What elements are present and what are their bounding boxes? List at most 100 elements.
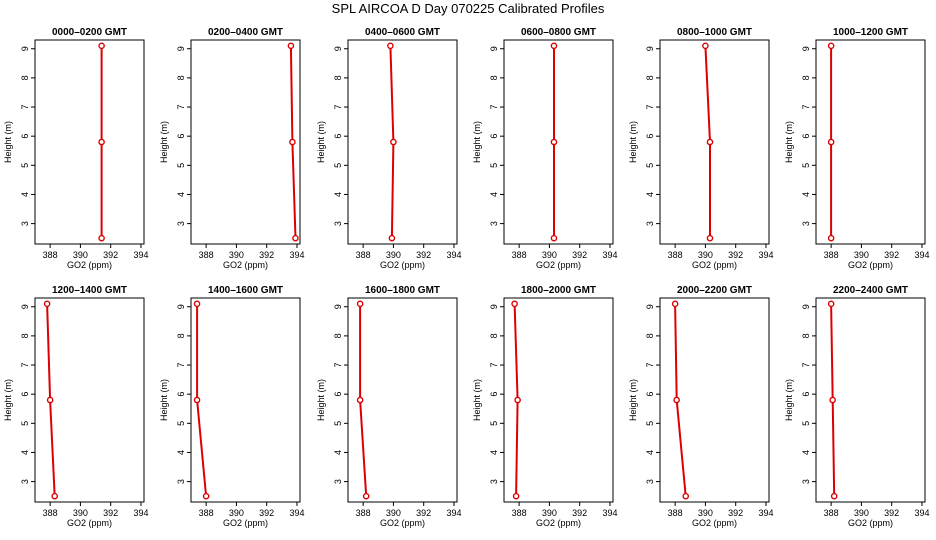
x-tick-label: 392: [728, 508, 743, 518]
y-tick-label: 3: [489, 479, 499, 484]
y-tick-label: 8: [176, 333, 186, 338]
y-axis-label: Height (m): [3, 121, 13, 163]
y-axis-label: Height (m): [628, 379, 638, 421]
y-tick-label: 3: [801, 479, 811, 484]
y-tick-label: 9: [176, 304, 186, 309]
y-tick-label: 9: [645, 46, 655, 51]
y-tick-label: 7: [20, 105, 30, 110]
y-tick-label: 4: [176, 192, 186, 197]
data-point: [550, 42, 558, 50]
data-point: [827, 42, 835, 50]
panel-8: 1600–1800 GMT 388 390 392 394 3 4 5 6 7 8 9 GO2 (ppm…: [316, 285, 461, 528]
x-axis-label: GO2 (ppm): [536, 518, 581, 528]
y-tick-label: 3: [333, 479, 343, 484]
x-tick-label: 388: [199, 508, 214, 518]
plot-frame: [815, 39, 926, 245]
x-tick-label: 388: [668, 508, 683, 518]
panel-0: 0000–0200 GMT 388 390 392 394 3 4 5 6 7 8 9 GO2 (ppm…: [3, 27, 148, 270]
y-tick-label: 5: [801, 421, 811, 426]
y-tick-label: 7: [801, 105, 811, 110]
y-tick-label: 8: [489, 75, 499, 80]
data-point: [673, 396, 680, 404]
panel-6: 1200–1400 GMT 388 390 392 394 3 4 5 6 7 8 9 GO2 (ppm…: [3, 285, 148, 528]
y-tick-label: 8: [645, 75, 655, 80]
y-tick-label: 3: [20, 479, 30, 484]
y-axis-label: Height (m): [316, 379, 326, 421]
data-point: [356, 300, 364, 308]
x-tick-label: 394: [133, 250, 148, 260]
x-tick-label: 390: [854, 508, 869, 518]
data-point: [706, 234, 714, 242]
y-tick-label: 5: [176, 421, 186, 426]
x-tick-label: 390: [73, 250, 88, 260]
y-tick-label: 8: [20, 75, 30, 80]
data-point: [550, 138, 558, 146]
data-point: [43, 300, 51, 308]
y-tick-label: 6: [176, 392, 186, 397]
y-tick-label: 5: [333, 421, 343, 426]
plot-frame: [659, 39, 770, 245]
panel-title: 1000–1200 GMT: [833, 27, 908, 38]
plot-frame: [503, 39, 614, 245]
y-axis-label: Height (m): [784, 121, 794, 163]
y-tick-label: 9: [801, 304, 811, 309]
y-tick-label: 7: [645, 363, 655, 368]
y-tick-label: 8: [333, 75, 343, 80]
x-axis-label: GO2 (ppm): [692, 518, 737, 528]
y-tick-label: 3: [489, 221, 499, 226]
y-tick-label: 9: [489, 304, 499, 309]
x-axis-label: GO2 (ppm): [692, 260, 737, 270]
data-point: [830, 492, 838, 500]
panel-title: 2000–2200 GMT: [677, 285, 752, 296]
panel-title: 1600–1800 GMT: [365, 285, 440, 296]
x-tick-label: 390: [854, 250, 869, 260]
x-tick-label: 392: [259, 508, 274, 518]
y-tick-label: 5: [20, 163, 30, 168]
panel-title: 1800–2000 GMT: [521, 285, 596, 296]
panel-2: 0400–0600 GMT 388 390 392 394 3 4 5 6 7 8 9 GO2 (ppm…: [316, 27, 461, 270]
y-tick-label: 5: [489, 163, 499, 168]
data-point: [98, 138, 105, 146]
y-tick-label: 7: [333, 363, 343, 368]
x-tick-label: 390: [542, 508, 557, 518]
x-axis-label: GO2 (ppm): [223, 518, 268, 528]
figure-title: SPL AIRCOA D Day 070225 Calibrated Profi…: [332, 1, 605, 16]
y-tick-label: 4: [489, 192, 499, 197]
x-tick-label: 388: [43, 250, 58, 260]
y-tick-label: 7: [20, 363, 30, 368]
y-axis-label: Height (m): [159, 379, 169, 421]
plot-frame: [190, 39, 301, 245]
y-tick-label: 8: [645, 333, 655, 338]
x-tick-label: 394: [602, 508, 617, 518]
y-tick-label: 4: [489, 450, 499, 455]
panel-4: 0800–1000 GMT 388 390 392 394 3 4 5 6 7 8 9 GO2 (ppm…: [628, 27, 773, 270]
plot-frame: [347, 297, 458, 503]
y-tick-label: 9: [801, 46, 811, 51]
x-tick-label: 390: [698, 250, 713, 260]
panel-title: 1400–1600 GMT: [208, 285, 283, 296]
x-axis-label: GO2 (ppm): [380, 518, 425, 528]
data-point: [289, 138, 296, 146]
data-point: [193, 300, 201, 308]
data-point: [390, 138, 397, 146]
y-tick-label: 6: [333, 134, 343, 139]
x-tick-label: 392: [416, 250, 431, 260]
y-tick-label: 4: [645, 450, 655, 455]
y-tick-label: 5: [645, 163, 655, 168]
y-tick-label: 8: [489, 333, 499, 338]
plot-frame: [815, 297, 926, 503]
panel-3: 0600–0800 GMT 388 390 392 394 3 4 5 6 7 8 9 GO2 (ppm…: [472, 27, 617, 270]
y-tick-label: 4: [645, 192, 655, 197]
x-tick-label: 392: [884, 250, 899, 260]
panel-title: 0800–1000 GMT: [677, 27, 752, 38]
data-point: [46, 396, 54, 404]
y-tick-label: 9: [20, 46, 30, 51]
y-tick-label: 9: [333, 46, 343, 51]
data-point: [827, 234, 835, 242]
y-axis-label: Height (m): [3, 379, 13, 421]
data-point: [98, 234, 105, 242]
x-tick-label: 390: [542, 250, 557, 260]
y-tick-label: 3: [645, 479, 655, 484]
y-tick-label: 6: [801, 392, 811, 397]
plot-frame: [34, 297, 145, 503]
